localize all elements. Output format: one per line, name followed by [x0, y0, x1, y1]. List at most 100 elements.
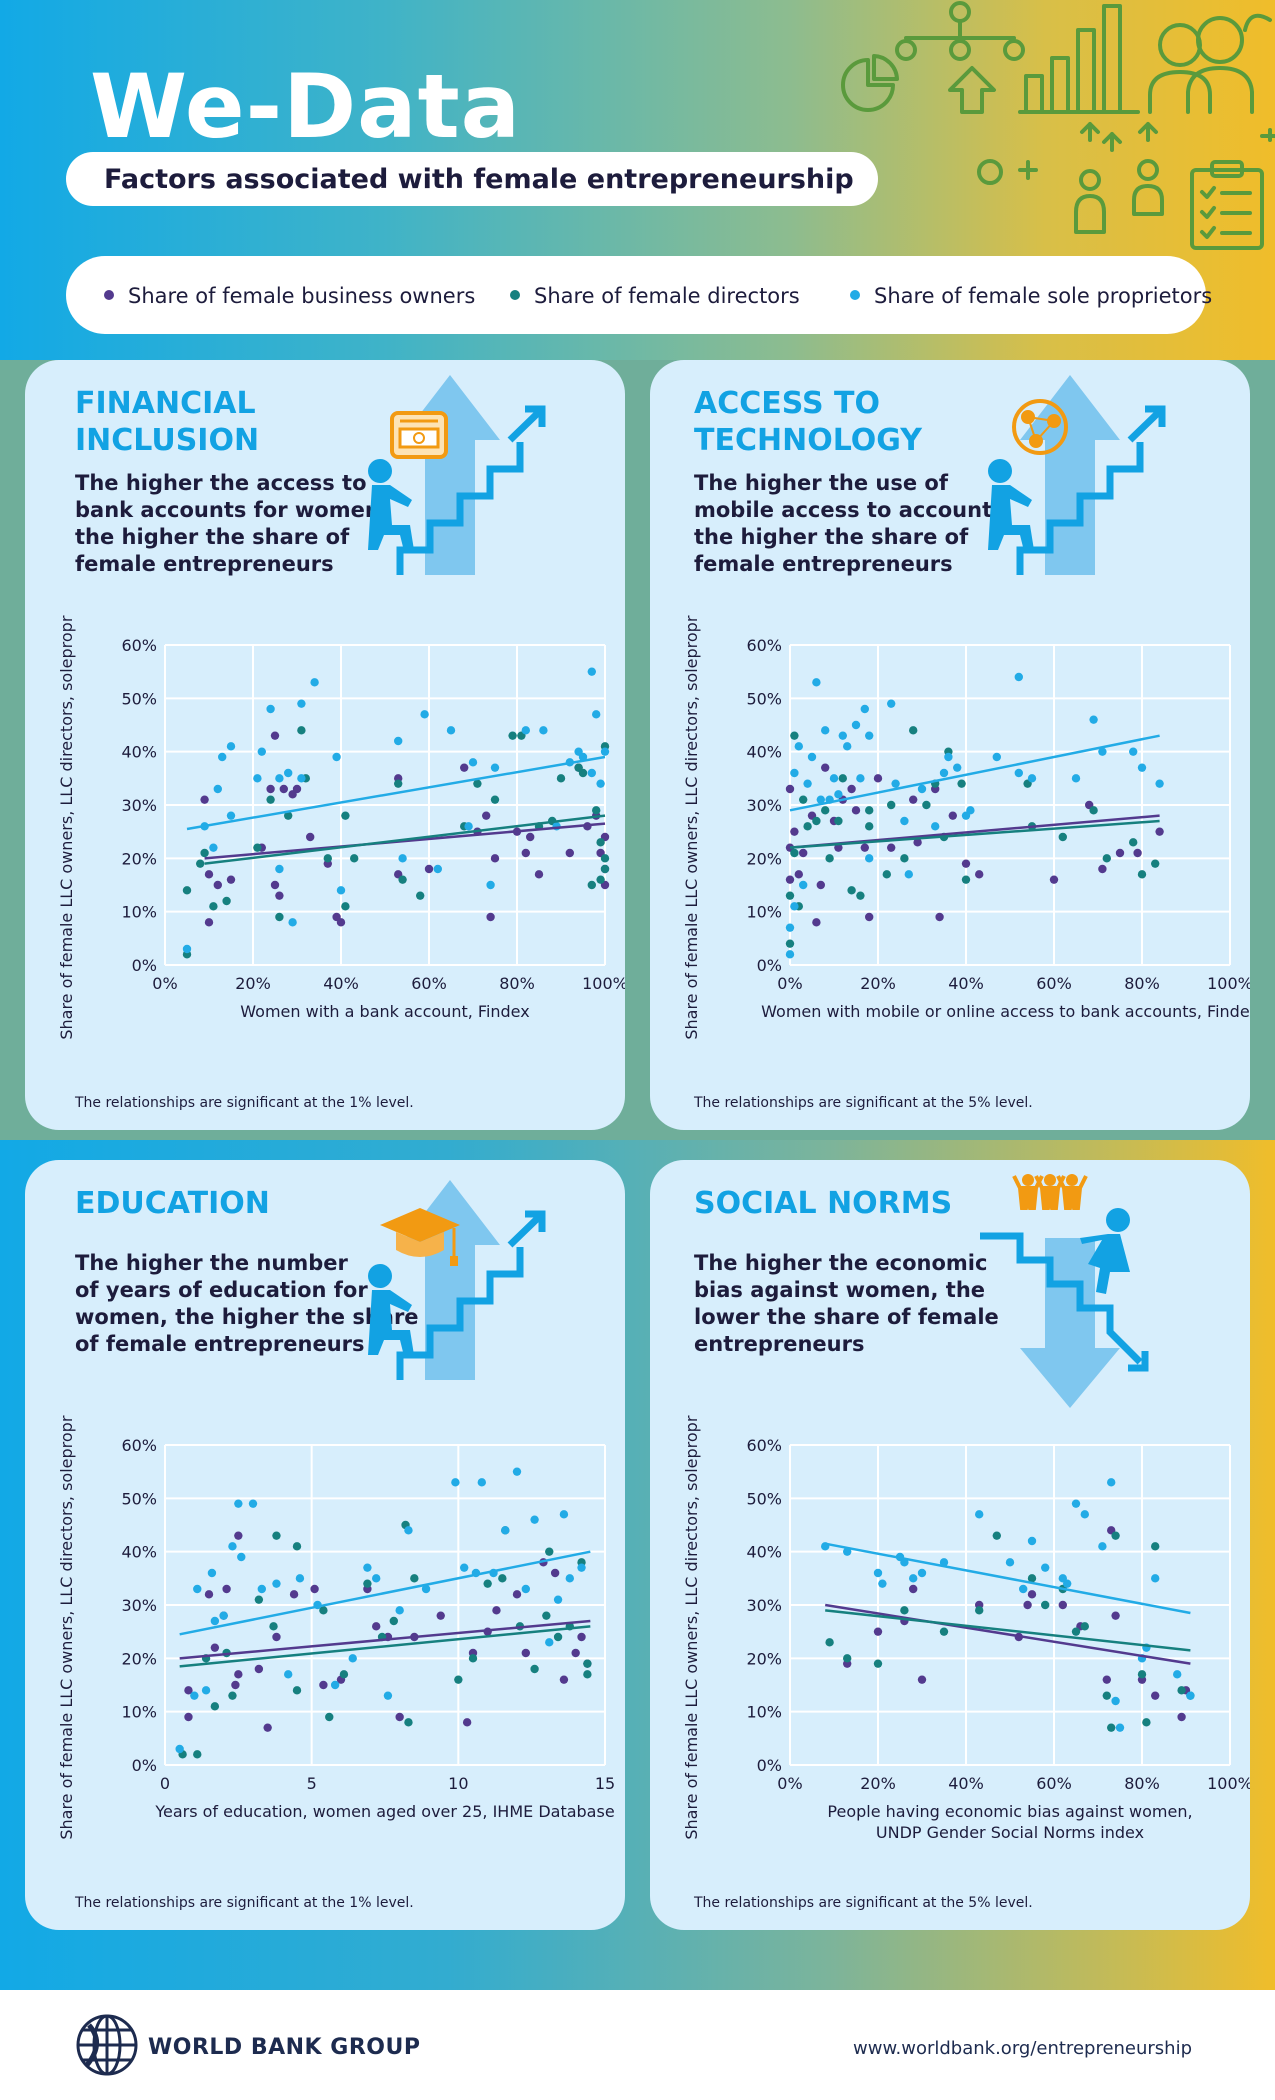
scatter-point: [1151, 1574, 1160, 1583]
legend-dot-owners: [104, 290, 114, 300]
y-tick-label: 30%: [121, 1596, 157, 1615]
y-tick-label: 50%: [121, 689, 157, 708]
scatter-point: [483, 1579, 492, 1588]
x-tick-label: 5: [307, 1774, 317, 1793]
y-tick-label: 0%: [132, 956, 157, 975]
scatter-point: [468, 1654, 478, 1663]
chart-access-to-technology: 0% 10% 20% 30% 40% 50% 60% 0% 20% 40% 60% 80% 100% Wo…: [682, 615, 1250, 1040]
scatter-point: [275, 912, 284, 922]
panel-desc-line: women, the higher the share: [75, 1305, 419, 1329]
scatter-point: [210, 1643, 220, 1652]
scatter-point: [210, 1616, 220, 1626]
scatter-point: [1023, 1600, 1032, 1610]
scatter-point: [330, 1680, 340, 1690]
scatter-point: [193, 1750, 202, 1759]
panel-desc-line: The higher the access to: [75, 471, 367, 495]
scatter-point: [1151, 1542, 1160, 1551]
scatter-point: [319, 1606, 328, 1615]
cheering-people-icon: [1012, 1174, 1088, 1210]
scatter-point: [295, 1574, 305, 1583]
scatter-point: [323, 854, 332, 863]
y-tick-label: 60%: [121, 1436, 157, 1455]
panel-title: FINANCIAL INCLUSION: [75, 385, 259, 459]
scatter-point: [498, 1574, 507, 1583]
x-axis-label: UNDP Gender Social Norms index: [876, 1823, 1144, 1842]
network-globe-icon: [1012, 399, 1068, 455]
scatter-point: [1089, 806, 1098, 815]
scatter-point: [825, 854, 834, 863]
legend-dot-directors: [510, 290, 520, 300]
scatter-point: [865, 731, 874, 740]
scatter-point: [501, 1526, 510, 1535]
scatter-point: [550, 1568, 560, 1578]
x-tick-label: 80%: [1124, 974, 1160, 993]
scatter-point: [512, 1467, 522, 1476]
scatter-point: [545, 1547, 554, 1556]
panel-desc-line: entrepreneurs: [694, 1332, 865, 1356]
y-tick-label: 50%: [746, 689, 782, 708]
org-chart-icon: [895, 1, 1025, 61]
scatter-point: [1080, 1622, 1089, 1631]
scatter-point: [785, 875, 795, 884]
scatter-point: [807, 752, 817, 762]
scatter-point: [521, 1584, 530, 1594]
y-tick-label: 30%: [121, 796, 157, 815]
scatter-point: [790, 902, 799, 911]
scatter-point: [210, 1702, 220, 1711]
scatter-point: [860, 704, 869, 714]
website-link[interactable]: www.worldbank.org/entrepreneurship: [853, 2038, 1193, 2059]
stairs-climber-illustration: [988, 375, 1166, 575]
scatter-point: [1080, 1510, 1089, 1519]
scatter-point: [900, 816, 909, 826]
scatter-point: [226, 742, 236, 751]
scatter-point: [512, 1590, 522, 1599]
graduation-cap-icon: [380, 1208, 460, 1266]
header-banner: We-Data Factors associated with female e…: [0, 0, 1275, 360]
scatter-point: [887, 800, 896, 810]
y-tick-label: 10%: [121, 1703, 157, 1722]
panel-title: EDUCATION: [75, 1185, 270, 1222]
scatter-point: [490, 854, 500, 863]
scatter-point: [436, 1611, 445, 1620]
panel-desc-line: female entrepreneurs: [694, 552, 953, 576]
scatter-point: [306, 832, 315, 842]
panel-desc-line: the higher the share of: [75, 525, 350, 549]
scatter-point: [473, 779, 482, 788]
scatter-point: [829, 774, 839, 783]
panel-desc-line: bank accounts for women,: [75, 498, 388, 522]
scatter-point: [209, 902, 218, 911]
scatter-point: [821, 763, 830, 772]
scatter-point: [785, 950, 795, 959]
scatter-point: [935, 912, 944, 922]
scatter-point: [1098, 747, 1107, 756]
scatter-point: [1058, 832, 1067, 842]
scatter-point: [587, 667, 596, 676]
scatter-point: [1155, 827, 1164, 836]
scatter-point: [237, 1552, 246, 1562]
footer: WORLD BANK GROUP www.worldbank.org/entre…: [0, 1990, 1275, 2100]
circle-icon: [977, 159, 1003, 185]
scatter-point: [1111, 1611, 1120, 1620]
panel-title-line: INCLUSION: [75, 423, 260, 458]
scatter-point: [1027, 1590, 1037, 1599]
significance-note: The relationships are significant at the…: [694, 1095, 1033, 1111]
scatter-point: [873, 774, 883, 783]
scatter-point: [460, 1563, 469, 1572]
scatter-point: [790, 731, 799, 740]
scatter-point: [341, 811, 350, 820]
y-axis-label: Share of female LLC owners, LLC director…: [57, 615, 76, 1040]
panel-title: ACCESS TO TECHNOLOGY: [694, 385, 922, 459]
trend-line: [789, 819, 1160, 849]
scatter-point: [790, 768, 799, 778]
scatter-point: [1027, 774, 1037, 783]
scatter-point: [592, 806, 601, 815]
y-axis-label: Share of female LLC owners, LLC director…: [682, 1415, 701, 1840]
scatter-point: [1027, 1574, 1037, 1583]
panel-desc-line: mobile access to accounts,: [694, 498, 1013, 522]
scatter-point: [856, 774, 865, 783]
scatter-point: [909, 795, 918, 804]
scatter-point: [341, 902, 350, 911]
scatter-point: [939, 1558, 949, 1567]
scatter-point: [851, 720, 861, 730]
scatter-point: [521, 1648, 530, 1658]
